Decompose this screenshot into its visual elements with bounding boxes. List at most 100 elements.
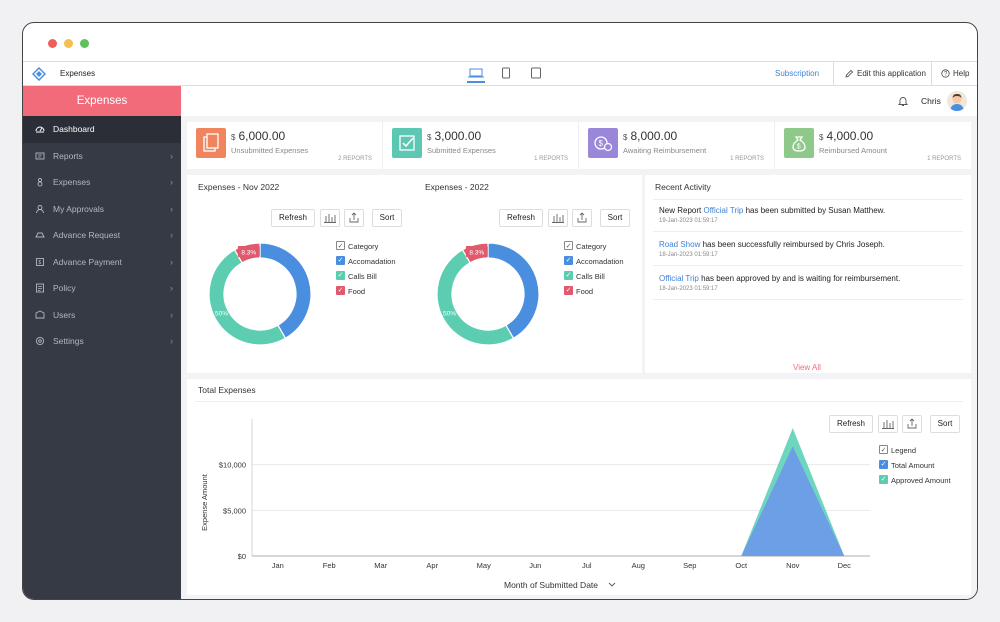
checkbox-icon: ✓ xyxy=(564,286,573,295)
activity-link[interactable]: Road Show xyxy=(659,240,701,249)
approvals-icon xyxy=(36,204,44,213)
sidebar-item-label: Reports xyxy=(53,150,83,161)
desktop-view-icon[interactable] xyxy=(467,65,485,83)
mobile-view-icon[interactable] xyxy=(527,65,545,83)
sort-button[interactable]: Sort xyxy=(372,209,402,227)
sidebar-item-my-approvals[interactable]: My Approvals › xyxy=(23,196,181,223)
x-tick-label: Feb xyxy=(323,561,336,570)
legend-label: Approved Amount xyxy=(891,476,951,485)
browser-window: Expenses Subscription Edit this applicat… xyxy=(22,22,978,600)
currency-symbol: $ xyxy=(231,133,236,142)
legend-item-accomadation[interactable]: ✓ Accomadation xyxy=(564,256,624,271)
divider xyxy=(653,231,963,232)
card-unsubmitted[interactable]: $6,000.00 Unsubmitted Expenses 2 REPORTS xyxy=(187,122,383,169)
sidebar-item-settings[interactable]: Settings › xyxy=(23,328,181,355)
card-reimbursed[interactable]: $ $4,000.00 Reimbursed Amount 1 REPORTS xyxy=(775,122,971,169)
x-tick-label: Apr xyxy=(426,561,438,570)
refresh-button[interactable]: Refresh xyxy=(271,209,315,227)
legend-item-food[interactable]: ✓ Food xyxy=(564,286,624,301)
card-awaiting[interactable]: $ $8,000.00 Awaiting Reimbursement 1 REP… xyxy=(579,122,775,169)
edit-application-button[interactable]: Edit this application xyxy=(857,69,926,78)
awaiting-reimbursement-icon: $ xyxy=(588,128,618,158)
sidebar-item-advance-payment[interactable]: $ Advance Payment › xyxy=(23,249,181,276)
checkbox-icon: ✓ xyxy=(336,241,345,250)
users-icon xyxy=(35,309,45,318)
chevron-right-icon: › xyxy=(170,309,173,320)
legend-item-calls-bill[interactable]: ✓ Calls Bill xyxy=(336,271,396,286)
chart-type-button[interactable] xyxy=(878,415,898,433)
legend-item-food[interactable]: ✓ Food xyxy=(336,286,396,301)
sidebar-brand: Expenses xyxy=(23,86,181,116)
user-name[interactable]: Chris xyxy=(921,96,941,106)
legend-label: Food xyxy=(348,287,366,296)
activity-timestamp: 18-Jan-2023 01:59:17 xyxy=(659,252,718,258)
bar-chart-icon xyxy=(324,214,336,223)
bar-chart-icon xyxy=(552,214,564,223)
dashboard-icon xyxy=(35,126,45,133)
app-logo-icon[interactable] xyxy=(32,67,46,81)
maximize-dot-icon[interactable] xyxy=(80,39,89,48)
sort-button[interactable]: Sort xyxy=(930,415,960,433)
card-label: Unsubmitted Expenses xyxy=(231,146,309,155)
sidebar-item-policy[interactable]: Policy › xyxy=(23,275,181,302)
donut-legend-nov: ✓ Category ✓ Accomadation ✓ Calls Bill ✓ Foo… xyxy=(336,241,396,301)
tablet-view-icon[interactable] xyxy=(497,65,515,83)
legend-item-approved-amount[interactable]: ✓ Approved Amount xyxy=(879,475,951,490)
sidebar-item-expenses[interactable]: Expenses › xyxy=(23,169,181,196)
sidebar-item-dashboard[interactable]: Dashboard xyxy=(23,116,181,143)
refresh-button[interactable]: Refresh xyxy=(829,415,873,433)
card-label: Reimbursed Amount xyxy=(819,146,887,155)
legend-label: Accomadation xyxy=(576,257,624,266)
sort-button[interactable]: Sort xyxy=(600,209,630,227)
activity-item: Official Trip has been approved by and i… xyxy=(659,274,900,292)
legend-label: Calls Bill xyxy=(576,272,605,281)
avatar[interactable] xyxy=(947,91,967,111)
activity-text: has been successfully reimbursed by Chri… xyxy=(700,240,885,249)
legend-header[interactable]: ✓ Legend xyxy=(879,445,951,460)
close-dot-icon[interactable] xyxy=(48,39,57,48)
y-tick-label: $10,000 xyxy=(219,461,246,470)
view-all-link[interactable]: View All xyxy=(793,363,821,372)
export-button[interactable] xyxy=(344,209,364,227)
data-label: 8.3% xyxy=(469,249,484,256)
chart-type-button[interactable] xyxy=(320,209,340,227)
area-series-total-amount[interactable] xyxy=(277,446,845,556)
legend-item-accomadation[interactable]: ✓ Accomadation xyxy=(336,256,396,271)
donut-slice-calls-bill[interactable] xyxy=(436,248,515,346)
chevron-right-icon: › xyxy=(170,283,173,293)
legend-header[interactable]: ✓ Category xyxy=(336,241,396,256)
activity-link[interactable]: Official Trip xyxy=(659,274,699,283)
x-axis-title[interactable]: Month of Submitted Date xyxy=(504,580,598,590)
export-icon xyxy=(349,212,359,223)
report-count: 2 REPORTS xyxy=(338,156,372,162)
donut-slice-accomadation[interactable] xyxy=(487,242,540,340)
activity-item: New Report Official Trip has been submit… xyxy=(659,206,885,224)
report-count: 1 REPORTS xyxy=(534,156,568,162)
activity-link[interactable]: Official Trip xyxy=(703,206,744,215)
divider xyxy=(653,299,963,300)
export-button[interactable] xyxy=(902,415,922,433)
donut-slice-calls-bill[interactable] xyxy=(208,248,287,346)
card-label: Submitted Expenses xyxy=(427,146,496,155)
chart-type-button[interactable] xyxy=(548,209,568,227)
legend-header[interactable]: ✓ Category xyxy=(564,241,624,256)
sidebar-item-advance-request[interactable]: Advance Request › xyxy=(23,222,181,249)
minimize-dot-icon[interactable] xyxy=(64,39,73,48)
help-button[interactable]: Help xyxy=(953,69,970,78)
card-submitted[interactable]: $3,000.00 Submitted Expenses 1 REPORTS xyxy=(383,122,579,169)
chevron-down-icon[interactable] xyxy=(608,582,616,587)
sidebar-item-reports[interactable]: Reports › xyxy=(23,143,181,170)
bell-icon[interactable] xyxy=(897,95,909,107)
sidebar-item-users[interactable]: Users › xyxy=(23,302,181,329)
activity-title: Recent Activity xyxy=(655,182,711,192)
user-avatar-icon xyxy=(950,93,964,111)
data-label-bg xyxy=(237,245,260,257)
legend-item-total-amount[interactable]: ✓ Total Amount xyxy=(879,460,951,475)
refresh-button[interactable]: Refresh xyxy=(499,209,543,227)
legend-item-calls-bill[interactable]: ✓ Calls Bill xyxy=(564,271,624,286)
subscription-link[interactable]: Subscription xyxy=(775,69,820,78)
activity-text: has been submitted by Susan Matthew. xyxy=(743,206,886,215)
donut-slice-accomadation[interactable] xyxy=(259,242,312,340)
chevron-right-icon: › xyxy=(170,150,173,161)
export-button[interactable] xyxy=(572,209,592,227)
